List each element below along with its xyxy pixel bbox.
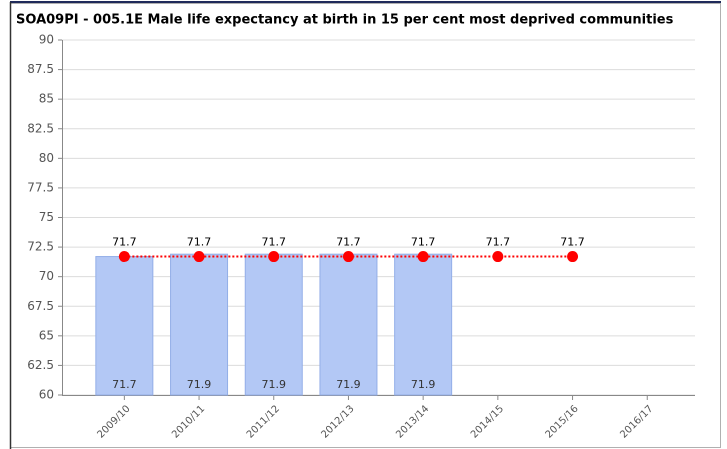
- bar-value-label: 71.9: [187, 378, 212, 391]
- line-marker: [567, 251, 579, 263]
- x-tick-label: 2009/10: [95, 403, 132, 440]
- x-tick-label: 2013/14: [394, 403, 431, 440]
- bar: [95, 256, 154, 396]
- y-tick-label: 82.5: [27, 121, 54, 135]
- line-value-label: 71.7: [187, 236, 212, 249]
- bar-value-label: 71.7: [112, 378, 137, 391]
- bar: [170, 253, 229, 396]
- y-tick-label: 77.5: [27, 180, 54, 194]
- bar: [244, 253, 303, 396]
- x-tick-label: 2016/17: [618, 403, 655, 440]
- y-tick-label: 75: [39, 210, 54, 224]
- bar-value-label: 71.9: [336, 378, 361, 391]
- bar-value-label: 71.9: [262, 378, 287, 391]
- bar-value-label: 71.9: [411, 378, 436, 391]
- y-tick-label: 62.5: [27, 358, 54, 372]
- y-tick-label: 85: [39, 92, 54, 106]
- bar: [394, 253, 453, 396]
- x-tick-label: 2012/13: [320, 403, 357, 440]
- chart-title: SOA09PI - 005.1E Male life expectancy at…: [16, 13, 674, 28]
- line-value-label: 71.7: [336, 236, 361, 249]
- x-tick-label: 2015/16: [544, 403, 581, 440]
- line-value-label: 71.7: [112, 236, 137, 249]
- y-tick-label: 67.5: [27, 299, 54, 313]
- y-tick-label: 70: [39, 269, 54, 283]
- y-tick-label: 80: [39, 151, 54, 165]
- line-marker: [492, 251, 504, 263]
- line-marker: [193, 251, 205, 263]
- y-tick-label: 72.5: [27, 240, 54, 254]
- line-marker: [417, 251, 429, 263]
- line-value-label: 71.7: [411, 236, 436, 249]
- x-tick-label: 2014/15: [469, 403, 506, 440]
- y-tick-label: 87.5: [27, 62, 54, 76]
- y-tick-label: 60: [39, 388, 54, 402]
- x-tick-label: 2011/12: [245, 403, 282, 440]
- y-tick-label: 65: [39, 328, 54, 342]
- line-value-label: 71.7: [560, 236, 585, 249]
- bar: [319, 253, 378, 396]
- y-tick-label: 90: [39, 33, 54, 47]
- line-value-label: 71.7: [486, 236, 511, 249]
- line-marker: [342, 251, 354, 263]
- line-value-label: 71.7: [262, 236, 287, 249]
- line-marker: [268, 251, 280, 263]
- x-tick-label: 2010/11: [170, 403, 207, 440]
- line-marker: [118, 251, 130, 263]
